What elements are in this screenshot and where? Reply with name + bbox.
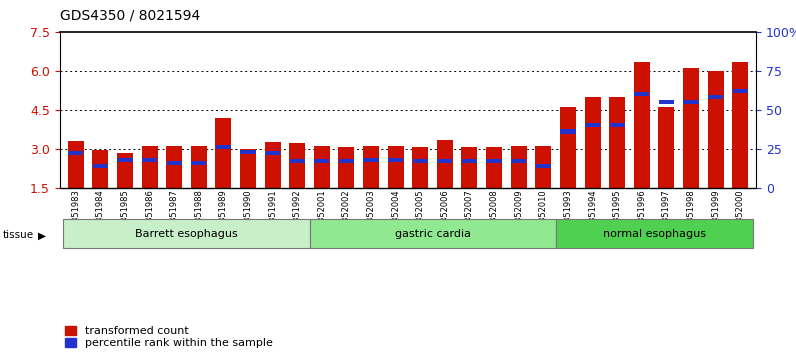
- Text: GDS4350 / 8021594: GDS4350 / 8021594: [60, 9, 200, 23]
- FancyBboxPatch shape: [310, 219, 556, 248]
- Bar: [240, 149, 256, 188]
- Bar: [314, 159, 330, 163]
- Bar: [634, 92, 650, 96]
- Bar: [658, 107, 674, 188]
- Bar: [536, 164, 551, 168]
- FancyBboxPatch shape: [556, 219, 752, 248]
- Bar: [166, 146, 182, 188]
- Bar: [191, 146, 207, 188]
- Bar: [708, 95, 724, 99]
- Bar: [609, 97, 625, 188]
- Bar: [486, 147, 502, 188]
- Text: gastric cardia: gastric cardia: [395, 229, 470, 239]
- Bar: [265, 151, 280, 155]
- Bar: [388, 158, 404, 162]
- Bar: [92, 164, 108, 168]
- Bar: [117, 153, 133, 188]
- Bar: [191, 161, 206, 165]
- Bar: [142, 146, 158, 188]
- Bar: [364, 158, 379, 162]
- Bar: [388, 146, 404, 188]
- Bar: [363, 146, 379, 188]
- Bar: [462, 147, 478, 188]
- Bar: [511, 159, 526, 163]
- Bar: [610, 123, 625, 127]
- Bar: [92, 150, 108, 188]
- Text: tissue: tissue: [2, 230, 33, 240]
- Bar: [683, 68, 699, 188]
- Bar: [412, 147, 428, 188]
- Bar: [216, 145, 231, 149]
- Bar: [708, 71, 724, 188]
- Bar: [584, 97, 600, 188]
- FancyBboxPatch shape: [64, 219, 310, 248]
- Bar: [412, 159, 428, 163]
- Legend: transformed count, percentile rank within the sample: transformed count, percentile rank withi…: [65, 326, 273, 348]
- Bar: [68, 151, 84, 155]
- Bar: [560, 107, 576, 188]
- Bar: [289, 143, 305, 188]
- Bar: [684, 100, 699, 104]
- Text: Barrett esophagus: Barrett esophagus: [135, 229, 238, 239]
- Bar: [338, 147, 354, 188]
- Bar: [264, 142, 280, 188]
- Bar: [511, 146, 527, 188]
- Bar: [68, 141, 84, 188]
- Bar: [437, 139, 453, 188]
- Text: normal esophagus: normal esophagus: [603, 229, 705, 239]
- Bar: [339, 159, 354, 163]
- Bar: [634, 62, 650, 188]
- Text: ▶: ▶: [38, 230, 46, 240]
- Bar: [732, 89, 747, 93]
- Bar: [290, 159, 305, 163]
- Bar: [560, 130, 576, 133]
- Bar: [314, 146, 330, 188]
- Bar: [216, 118, 232, 188]
- Bar: [142, 158, 157, 162]
- Bar: [585, 123, 600, 127]
- Bar: [536, 146, 552, 188]
- Bar: [166, 161, 181, 165]
- Bar: [117, 158, 132, 162]
- Bar: [486, 159, 501, 163]
- Bar: [462, 159, 477, 163]
- Bar: [240, 150, 256, 154]
- Bar: [659, 100, 674, 104]
- Bar: [732, 62, 748, 188]
- Bar: [437, 159, 452, 163]
